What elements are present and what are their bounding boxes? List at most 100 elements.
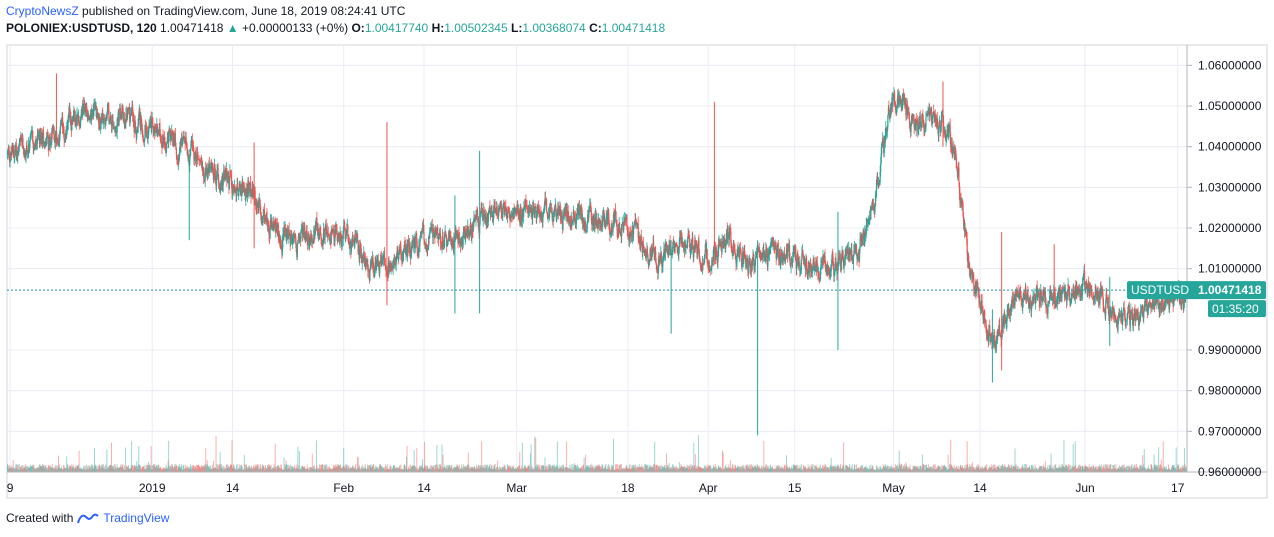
volume-bar bbox=[779, 467, 781, 472]
volume-bar bbox=[48, 467, 50, 472]
volume-bar bbox=[378, 468, 380, 472]
volume-bar bbox=[565, 466, 567, 472]
volume-bar bbox=[973, 466, 975, 472]
volume-bar bbox=[596, 466, 598, 472]
volume-bar bbox=[820, 469, 822, 472]
volume-bar bbox=[511, 465, 513, 472]
volume-bar bbox=[973, 468, 975, 472]
volume-bar bbox=[981, 469, 983, 472]
volume-bar bbox=[1157, 465, 1159, 472]
volume-bar bbox=[84, 469, 86, 472]
candle-body bbox=[664, 244, 667, 254]
volume-bar bbox=[1140, 465, 1142, 472]
volume-bar bbox=[641, 464, 643, 472]
volume-bar bbox=[136, 461, 138, 472]
volume-bar bbox=[272, 468, 274, 472]
volume-bar bbox=[960, 465, 962, 472]
volume-bar bbox=[32, 464, 34, 472]
volume-bar bbox=[849, 468, 851, 472]
volume-bar bbox=[239, 469, 241, 472]
volume-bar bbox=[15, 467, 17, 472]
volume-bar bbox=[147, 464, 149, 472]
candle-body bbox=[189, 150, 191, 156]
volume-bar bbox=[69, 465, 71, 472]
volume-bar bbox=[568, 468, 570, 472]
volume-bar bbox=[593, 468, 595, 472]
volume-bar bbox=[98, 466, 100, 472]
volume-bar bbox=[879, 467, 881, 472]
volume-bar bbox=[545, 466, 547, 472]
volume-bar bbox=[866, 468, 868, 472]
volume-bar bbox=[209, 465, 211, 472]
volume-bar bbox=[313, 465, 315, 472]
candle-body bbox=[533, 205, 535, 207]
candle-body bbox=[676, 244, 678, 246]
volume-bar bbox=[1059, 467, 1061, 472]
volume-bar bbox=[1037, 469, 1039, 472]
volume-bar bbox=[546, 465, 548, 472]
candle-body bbox=[669, 241, 671, 251]
volume-bar bbox=[764, 467, 766, 472]
volume-bar bbox=[563, 465, 565, 472]
volume-bar bbox=[113, 468, 115, 472]
volume-bar bbox=[1065, 465, 1067, 472]
candle-body bbox=[207, 173, 209, 175]
candle-body bbox=[348, 238, 350, 245]
candle-body bbox=[51, 131, 53, 143]
volume-bar bbox=[506, 464, 508, 472]
volume-bar bbox=[822, 468, 824, 472]
candle-body bbox=[591, 218, 593, 225]
publisher-link[interactable]: CryptoNewsZ bbox=[6, 4, 79, 18]
volume-bar bbox=[287, 465, 289, 472]
volume-bar bbox=[486, 464, 488, 472]
volume-bar bbox=[254, 464, 256, 472]
volume-bar bbox=[1122, 468, 1124, 472]
volume-bar bbox=[464, 466, 466, 472]
volume-bar bbox=[885, 465, 887, 472]
candle-body bbox=[119, 107, 121, 113]
volume-bar bbox=[1103, 465, 1105, 472]
volume-bar bbox=[598, 464, 600, 472]
volume-bar bbox=[651, 467, 653, 472]
candle-body bbox=[59, 122, 62, 130]
candle-body bbox=[572, 210, 574, 221]
candle-body bbox=[359, 245, 361, 253]
volume-bar bbox=[401, 468, 403, 472]
volume-bar bbox=[957, 466, 959, 472]
volume-bar bbox=[281, 469, 283, 472]
volume-bar bbox=[610, 464, 612, 472]
volume-bar bbox=[1031, 464, 1033, 472]
volume-bar bbox=[313, 467, 315, 472]
volume-bar bbox=[832, 466, 834, 472]
volume-bar bbox=[1051, 469, 1053, 472]
candle-body bbox=[369, 269, 371, 281]
volume-bar bbox=[655, 465, 657, 472]
volume-bar bbox=[846, 465, 848, 472]
volume-bar bbox=[269, 465, 271, 472]
candle-body bbox=[246, 187, 249, 197]
volume-bar bbox=[727, 467, 729, 472]
volume-bar bbox=[101, 467, 103, 472]
volume-bar bbox=[569, 465, 571, 472]
volume-bar bbox=[269, 464, 271, 472]
volume-bar bbox=[1136, 464, 1138, 472]
candle-body bbox=[332, 229, 335, 230]
volume-bar bbox=[807, 464, 809, 472]
volume-bar bbox=[1144, 467, 1146, 472]
volume-bar bbox=[658, 465, 660, 472]
candle-body bbox=[535, 206, 537, 212]
volume-bar bbox=[108, 468, 110, 472]
volume-bar bbox=[507, 465, 509, 472]
volume-bar bbox=[291, 466, 293, 472]
volume-bar bbox=[109, 465, 111, 472]
volume-bar bbox=[1084, 466, 1086, 472]
volume-bar bbox=[508, 465, 510, 472]
volume-bar bbox=[450, 468, 452, 472]
volume-bar bbox=[462, 469, 464, 472]
volume-bar bbox=[594, 467, 596, 472]
candle-body bbox=[347, 225, 349, 237]
volume-bar bbox=[277, 465, 279, 472]
volume-bar bbox=[604, 467, 606, 472]
volume-bar bbox=[680, 465, 682, 472]
